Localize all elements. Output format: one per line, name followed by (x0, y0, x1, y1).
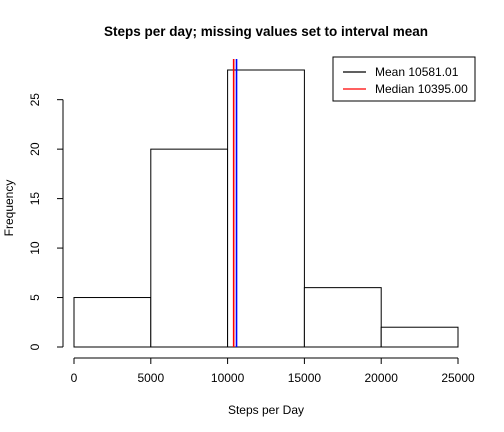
histogram-bar-1 (150, 148, 229, 348)
histogram-bar-2 (227, 69, 305, 348)
x-tick-label-1: 5000 (137, 371, 164, 385)
x-axis-label: Steps per Day (228, 403, 304, 417)
legend-box (332, 56, 476, 102)
x-tick-label-2: 10000 (211, 371, 245, 385)
x-tick-label-5: 25000 (441, 371, 475, 385)
histogram-bar-4 (380, 326, 459, 348)
y-axis: 0 5 10 15 20 25 (28, 93, 64, 350)
histogram-bar-0 (73, 297, 152, 348)
y-tick-label-1: 5 (28, 294, 42, 301)
x-tick-label-4: 20000 (365, 371, 399, 385)
y-tick-label-2: 10 (28, 241, 42, 255)
legend-label-1: Median 10395.00 (375, 82, 468, 96)
y-axis-label: Frequency (2, 180, 16, 237)
x-tick-label-3: 15000 (288, 371, 322, 385)
legend: Mean 10581.01 Median 10395.00 (332, 56, 476, 102)
reference-lines (232, 59, 238, 347)
y-tick-label-0: 0 (28, 343, 42, 350)
x-tick-label-0: 0 (71, 371, 78, 385)
histogram-bars (73, 69, 459, 348)
legend-label-0: Mean 10581.01 (375, 65, 459, 79)
histogram-bar-3 (303, 287, 382, 348)
chart-title: Steps per day; missing values set to int… (104, 24, 428, 39)
y-tick-label-4: 20 (28, 142, 42, 156)
x-axis: 0 5000 10000 15000 20000 25000 (71, 357, 475, 385)
y-tick-label-3: 15 (28, 192, 42, 206)
y-tick-label-5: 25 (28, 93, 42, 107)
